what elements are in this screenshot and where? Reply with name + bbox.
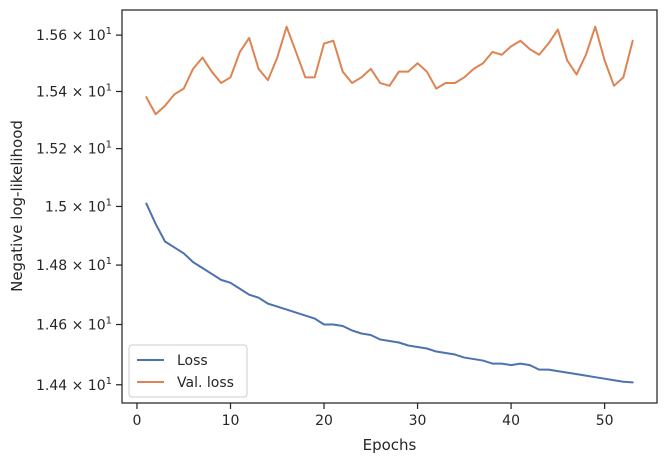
legend-box xyxy=(128,344,248,398)
x-tick-label: 10 xyxy=(222,413,240,429)
legend-label-val-loss: Val. loss xyxy=(177,375,234,391)
y-axis: 1.44 × 101 1.46 × 101 1.48 × 101 1.5 × 101 1… xyxy=(36,26,122,394)
x-axis: 0 10 20 30 40 50 xyxy=(133,403,614,429)
y-axis-label: Negative log-likelihood xyxy=(8,120,26,292)
legend: Loss Val. loss xyxy=(128,344,248,398)
series-lines xyxy=(145,25,634,384)
y-tick-label: 1.46 × 101 xyxy=(36,316,112,334)
y-tick-label: 1.5 × 101 xyxy=(45,197,112,215)
x-tick-label: 30 xyxy=(409,413,427,429)
y-tick-label: 1.56 × 101 xyxy=(36,26,112,44)
x-tick-label: 40 xyxy=(502,413,520,429)
series-line-loss xyxy=(145,202,634,384)
y-tick-label: 1.48 × 101 xyxy=(36,256,112,274)
x-tick-label: 50 xyxy=(596,413,614,429)
y-tick-label: 1.52 × 101 xyxy=(36,140,112,158)
y-tick-label: 1.44 × 101 xyxy=(36,376,112,394)
x-axis-label: Epochs xyxy=(363,436,417,454)
legend-label-loss: Loss xyxy=(177,353,208,369)
plot-area xyxy=(122,10,657,403)
x-tick-label: 20 xyxy=(315,413,333,429)
y-tick-label: 1.54 × 101 xyxy=(36,82,112,100)
series-line-val-loss xyxy=(145,25,634,116)
x-tick-label: 0 xyxy=(133,413,142,429)
